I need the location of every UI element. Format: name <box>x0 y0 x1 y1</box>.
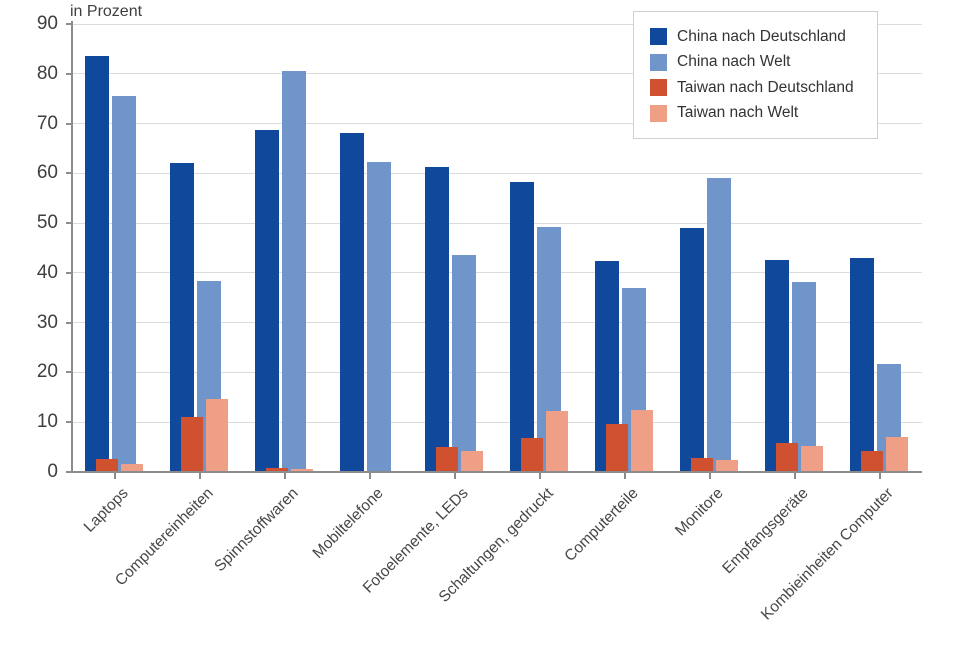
legend: China nach Deutschland China nach Welt Tai… <box>633 11 878 139</box>
y-axis-tick-label: 30 <box>36 311 58 333</box>
y-axis-tick-90 <box>66 23 72 25</box>
y-axis-tick-50 <box>66 222 72 225</box>
bar-taiwan-welt <box>460 451 483 471</box>
x-axis-tick <box>708 473 711 479</box>
bar-china-deutschland <box>255 130 279 471</box>
legend-swatch-china-deutschland <box>650 28 667 46</box>
y-axis-tick-label: 20 <box>36 361 58 383</box>
x-axis-tick <box>623 473 626 479</box>
bar-china-welt <box>366 162 391 471</box>
bar-china-deutschland <box>85 56 109 471</box>
y-axis-tick-label: 80 <box>36 62 58 84</box>
gridline-10 <box>72 421 922 423</box>
legend-swatch-taiwan-deutschland <box>650 79 667 97</box>
x-axis-tick <box>878 473 881 479</box>
y-axis-tick-30 <box>66 321 72 324</box>
x-axis-tick <box>793 473 796 479</box>
gridline-40 <box>72 272 922 274</box>
y-axis-tick-10 <box>66 421 72 424</box>
bar-china-deutschland <box>340 133 364 471</box>
x-axis-tick <box>538 473 541 479</box>
bar-china-welt <box>111 96 136 471</box>
y-axis-tick-label: 60 <box>36 162 58 184</box>
gridline-80 <box>72 73 922 75</box>
x-axis-tick <box>113 473 116 479</box>
y-axis-tick-0 <box>66 471 72 473</box>
bar-taiwan-welt <box>120 464 143 471</box>
bar-taiwan-welt <box>290 469 313 471</box>
legend-label: China nach Welt <box>677 53 791 71</box>
legend-label: China nach Deutschland <box>677 27 846 45</box>
bar-taiwan-welt <box>800 446 823 471</box>
gridline-70 <box>72 123 922 125</box>
y-axis-tick-label: 40 <box>36 261 58 283</box>
x-axis-category-label: Empfangsgeräte <box>718 484 812 578</box>
y-axis-tick-label: 10 <box>36 411 58 433</box>
y-axis-tick-70 <box>66 122 72 125</box>
x-axis-category-label: Kombieinheiten Computer <box>757 484 897 624</box>
y-axis-tick-40 <box>66 271 72 274</box>
x-axis-tick <box>368 473 371 479</box>
bar-taiwan-welt <box>715 460 738 471</box>
legend-item-taiwan-welt: Taiwan nach Welt <box>650 101 861 127</box>
legend-item-china-welt: China nach Welt <box>650 50 861 76</box>
x-axis-category-label: Computereinheiten <box>111 484 217 590</box>
x-axis-category-label: Mobiltelefone <box>309 484 387 562</box>
bar-taiwan-deutschland <box>180 417 203 471</box>
x-axis-category-label: Fotoelemente, LEDs <box>359 484 472 597</box>
gridline-90 <box>72 23 922 25</box>
bar-taiwan-deutschland <box>775 443 798 471</box>
x-axis-tick <box>198 473 201 479</box>
y-axis-unit-label: in Prozent <box>70 3 143 20</box>
bar-china-welt <box>451 255 476 471</box>
legend-item-china-deutschland: China nach Deutschland <box>650 24 861 50</box>
bar-china-welt <box>706 178 731 471</box>
bar-taiwan-deutschland <box>520 438 543 471</box>
y-axis-tick-label: 0 <box>47 461 58 482</box>
bar-china-deutschland <box>425 167 449 471</box>
x-axis-tick <box>283 473 286 479</box>
bar-china-welt <box>281 71 306 471</box>
bar-taiwan-deutschland <box>860 451 883 471</box>
gridline-50 <box>72 222 922 224</box>
bar-china-deutschland <box>680 228 704 471</box>
y-axis-tick-label: 90 <box>36 13 58 34</box>
bar-taiwan-deutschland <box>605 424 628 471</box>
legend-swatch-taiwan-welt <box>650 104 667 122</box>
bar-taiwan-deutschland <box>690 458 713 471</box>
y-axis-tick-60 <box>66 172 72 175</box>
bar-china-deutschland <box>850 258 874 471</box>
y-axis-line <box>71 21 73 473</box>
x-axis-category-label: Computerteile <box>560 484 642 565</box>
x-axis-category-label: Monitore <box>671 484 727 540</box>
bar-taiwan-welt <box>205 399 228 471</box>
bar-taiwan-deutschland <box>265 468 288 471</box>
y-axis-tick-20 <box>66 371 72 374</box>
x-axis-line <box>71 471 922 473</box>
y-axis-tick-label: 70 <box>36 112 58 134</box>
x-axis-category-label: Spinnstoffwaren <box>210 484 302 576</box>
bar-china-deutschland <box>765 260 789 471</box>
gridline-20 <box>72 371 922 373</box>
gridline-60 <box>72 172 922 174</box>
bar-taiwan-welt <box>630 410 653 471</box>
y-axis-tick-80 <box>66 72 72 75</box>
bar-taiwan-welt <box>885 437 908 471</box>
x-axis-category-label: Schaltungen, gedruckt <box>435 484 557 606</box>
legend-label: Taiwan nach Welt <box>677 104 799 122</box>
bar-china-deutschland <box>510 182 534 471</box>
legend-swatch-china-welt <box>650 53 667 71</box>
legend-item-taiwan-deutschland: Taiwan nach Deutschland <box>650 75 861 101</box>
bar-china-welt <box>791 282 816 471</box>
bar-taiwan-welt <box>545 411 568 471</box>
legend-label: Taiwan nach Deutschland <box>677 78 854 96</box>
y-axis-tick-label: 50 <box>36 212 58 234</box>
gridline-30 <box>72 322 922 324</box>
x-axis-tick <box>453 473 456 479</box>
bar-taiwan-deutschland <box>95 459 118 471</box>
bar-taiwan-deutschland <box>435 447 458 471</box>
